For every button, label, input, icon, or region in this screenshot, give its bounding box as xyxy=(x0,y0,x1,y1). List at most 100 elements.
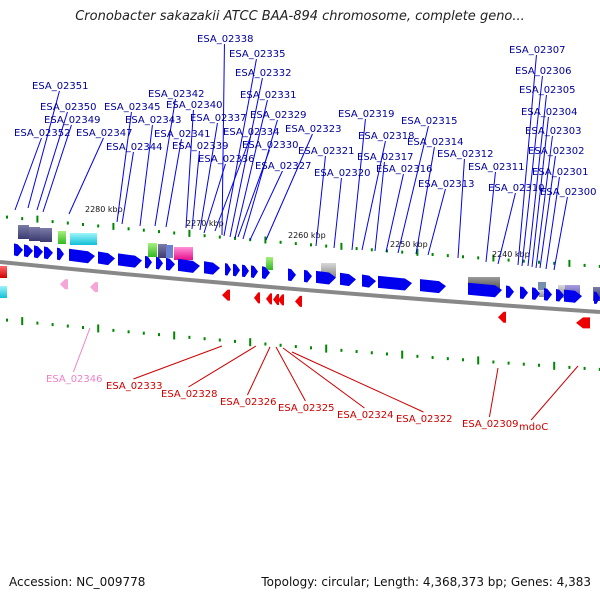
forward-gene-arrow xyxy=(288,268,296,282)
gene-label[interactable]: ESA_02317 xyxy=(357,152,414,163)
tick-mark xyxy=(127,330,130,334)
tick-mark xyxy=(188,229,191,237)
tick-mark xyxy=(568,259,571,267)
leader-line xyxy=(485,171,496,263)
tick-mark xyxy=(370,351,373,355)
gene-label[interactable]: ESA_02350 xyxy=(40,102,97,113)
gene-label[interactable]: ESA_02329 xyxy=(250,110,307,121)
leader-line xyxy=(121,151,134,225)
forward-gene-arrow xyxy=(14,243,23,257)
gene-label[interactable]: ESA_02352 xyxy=(14,128,71,139)
tick-mark xyxy=(325,244,328,248)
gene-label[interactable]: ESA_02330 xyxy=(242,140,299,151)
gene-label[interactable]: ESA_02302 xyxy=(528,146,585,157)
gene-label[interactable]: ESA_02336 xyxy=(198,154,255,165)
forward-gene-arrow xyxy=(156,256,163,270)
gene-label[interactable]: ESA_02337 xyxy=(190,113,247,124)
gene-label[interactable]: ESA_02346 xyxy=(46,374,103,385)
gene-label[interactable]: ESA_02305 xyxy=(519,85,576,96)
forward-gene-arrow xyxy=(468,282,502,298)
gene-label[interactable]: ESA_02311 xyxy=(468,162,525,173)
gene-label[interactable]: ESA_02326 xyxy=(220,397,277,408)
leader-line xyxy=(165,138,182,228)
forward-gene-arrow xyxy=(520,286,528,300)
tick-mark xyxy=(370,248,373,252)
tick-mark xyxy=(355,247,358,251)
tick-mark xyxy=(264,342,267,346)
gene-label[interactable]: ESA_02345 xyxy=(104,102,161,113)
gene-label[interactable]: mdoC xyxy=(519,422,548,433)
tick-mark xyxy=(203,337,206,341)
tick-mark xyxy=(492,360,495,364)
gene-label[interactable]: ESA_02319 xyxy=(338,109,395,120)
leader-line xyxy=(291,351,424,413)
gene-label[interactable]: ESA_02313 xyxy=(418,179,475,190)
gene-label[interactable]: ESA_02347 xyxy=(76,128,133,139)
tick-mark xyxy=(36,321,39,325)
forward-gene-arrow xyxy=(251,265,258,278)
gene-label[interactable]: ESA_02322 xyxy=(396,414,453,425)
gene-label[interactable]: ESA_02349 xyxy=(44,115,101,126)
tick-mark xyxy=(158,230,160,234)
tick-mark xyxy=(51,220,54,224)
gene-label[interactable]: ESA_02321 xyxy=(298,146,355,157)
gene-label[interactable]: ESA_02303 xyxy=(525,126,582,137)
gene-label[interactable]: ESA_02310 xyxy=(488,183,545,194)
reverse-gene-arrow xyxy=(222,289,230,301)
gene-label[interactable]: ESA_02332 xyxy=(235,68,292,79)
gene-label[interactable]: ESA_02307 xyxy=(509,45,566,56)
gene-label[interactable]: ESA_02325 xyxy=(278,403,335,414)
gene-label[interactable]: ESA_02320 xyxy=(314,168,371,179)
outer-tick-row xyxy=(6,215,600,268)
gene-label[interactable]: ESA_02328 xyxy=(161,389,218,400)
feature-block xyxy=(18,225,29,239)
genome-backbone xyxy=(0,260,600,314)
gene-label[interactable]: ESA_02339 xyxy=(172,141,229,152)
gene-label[interactable]: ESA_02300 xyxy=(540,187,597,198)
tick-mark xyxy=(477,256,480,260)
tick-mark xyxy=(218,235,221,239)
gene-label[interactable]: ESA_02304 xyxy=(521,107,578,118)
gene-label[interactable]: ESA_02312 xyxy=(437,149,494,160)
leader-line xyxy=(237,149,270,238)
gene-label[interactable]: ESA_02301 xyxy=(532,167,589,178)
leader-line xyxy=(229,77,263,238)
gene-label[interactable]: ESA_02327 xyxy=(255,161,312,172)
leader-line xyxy=(14,137,42,211)
scale-label: 2260 kbp xyxy=(288,231,326,240)
gene-label[interactable]: ESA_02306 xyxy=(515,66,572,77)
gene-label[interactable]: ESA_02314 xyxy=(407,137,464,148)
tick-mark xyxy=(477,356,480,365)
feature-block xyxy=(538,282,546,290)
gene-label[interactable]: ESA_02335 xyxy=(229,49,286,60)
gene-label[interactable]: ESA_02323 xyxy=(285,124,342,135)
gene-label[interactable]: ESA_02340 xyxy=(166,100,223,111)
forward-gene-arrow xyxy=(378,275,412,291)
gene-label[interactable]: ESA_02342 xyxy=(148,89,205,100)
gene-label[interactable]: ESA_02344 xyxy=(106,142,163,153)
forward-gene-arrow xyxy=(544,288,552,301)
gene-label[interactable]: ESA_02316 xyxy=(376,164,433,175)
pseudo-gene-arrow xyxy=(90,282,98,293)
feature-block xyxy=(0,266,7,278)
leader-line xyxy=(242,119,278,240)
gene-label[interactable]: ESA_02343 xyxy=(125,115,182,126)
gene-label[interactable]: ESA_02318 xyxy=(358,131,415,142)
gene-label[interactable]: ESA_02309 xyxy=(462,419,519,430)
tick-mark xyxy=(522,362,525,366)
gene-label[interactable]: ESA_02334 xyxy=(223,127,280,138)
gene-label[interactable]: ESA_02331 xyxy=(240,90,297,101)
leader-line xyxy=(72,327,91,373)
gene-label[interactable]: ESA_02333 xyxy=(106,381,163,392)
gene-label[interactable]: ESA_02351 xyxy=(32,81,89,92)
gene-label[interactable]: ESA_02315 xyxy=(401,116,458,127)
gene-label[interactable]: ESA_02338 xyxy=(197,34,254,45)
leader-line xyxy=(361,140,386,251)
leader-line xyxy=(154,98,176,227)
leader-line xyxy=(42,124,72,213)
tick-mark xyxy=(507,361,510,365)
gene-label[interactable]: ESA_02324 xyxy=(337,410,394,421)
tick-mark xyxy=(386,249,388,253)
gene-label[interactable]: ESA_02341 xyxy=(154,129,211,140)
